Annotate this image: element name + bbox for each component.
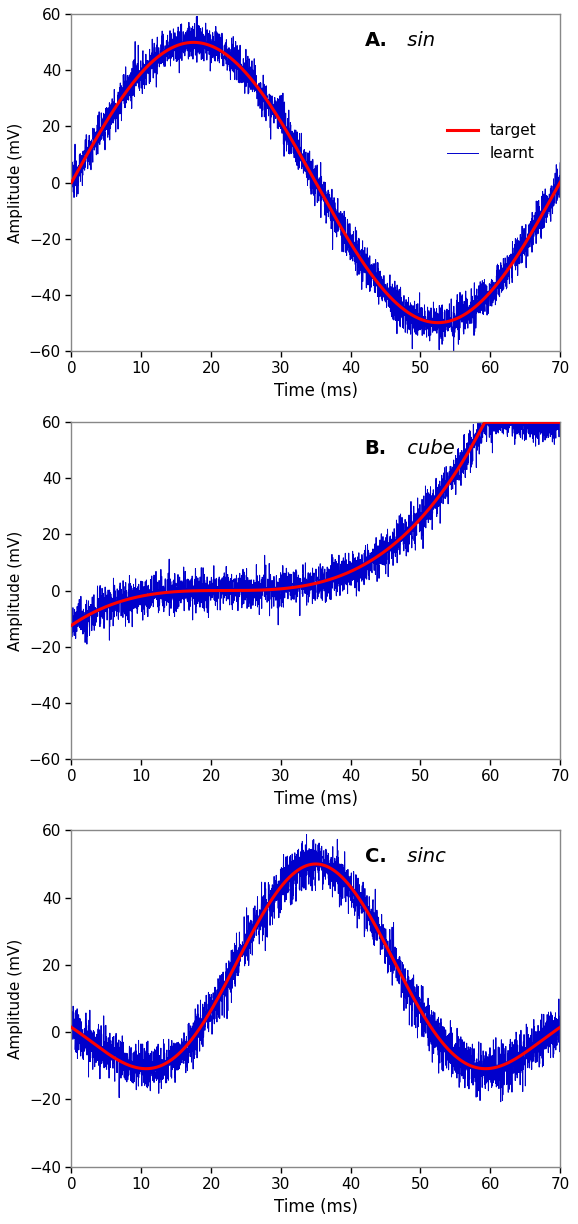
X-axis label: Time (ms): Time (ms) bbox=[274, 382, 358, 400]
Text: A.: A. bbox=[365, 31, 387, 50]
Text: B.: B. bbox=[365, 439, 387, 458]
Y-axis label: Amplitude (mV): Amplitude (mV) bbox=[9, 939, 24, 1059]
Text: cube: cube bbox=[401, 439, 455, 458]
X-axis label: Time (ms): Time (ms) bbox=[274, 789, 358, 808]
Legend: target, learnt: target, learnt bbox=[441, 118, 543, 168]
Y-axis label: Amplitude (mV): Amplitude (mV) bbox=[8, 530, 23, 651]
X-axis label: Time (ms): Time (ms) bbox=[274, 1197, 358, 1215]
Text: sinc: sinc bbox=[401, 847, 446, 867]
Y-axis label: Amplitude (mV): Amplitude (mV) bbox=[8, 122, 23, 242]
Text: C.: C. bbox=[365, 847, 386, 867]
Text: sin: sin bbox=[401, 31, 435, 50]
